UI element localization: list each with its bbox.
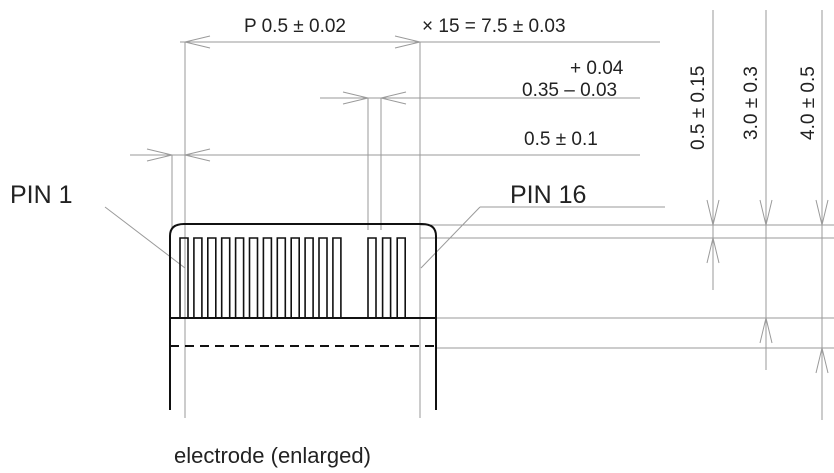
- pin-width-dimension: 0.35 – 0.03: [522, 80, 617, 101]
- pin: [248, 237, 259, 318]
- pin: [193, 237, 203, 318]
- pin: [318, 237, 328, 318]
- pin: [367, 237, 377, 318]
- pin16-leader: [420, 206, 481, 269]
- electrode-body: [169, 223, 437, 410]
- pin: [207, 237, 217, 318]
- pin1-label: PIN 1: [10, 181, 73, 209]
- pin1-leader: [104, 206, 186, 269]
- pin16-label: PIN 16: [510, 181, 586, 209]
- pin: [304, 237, 314, 318]
- pin-width-tolerance: + 0.04: [570, 58, 624, 79]
- pin: [396, 237, 406, 318]
- pin: [290, 237, 300, 318]
- pin-array: [179, 237, 406, 318]
- pin-length-dimension: 0.5 ± 0.15: [688, 66, 709, 150]
- body-height-dimension: 3.0 ± 0.3: [741, 66, 762, 140]
- pin: [220, 237, 231, 318]
- pin: [179, 237, 189, 318]
- pin: [234, 237, 245, 318]
- pitch-dimension: P 0.5 ± 0.02: [244, 16, 346, 37]
- end-margin-dimension: 0.5 ± 0.1: [524, 129, 598, 150]
- pin: [276, 237, 287, 318]
- caption: electrode (enlarged): [174, 443, 371, 468]
- pin: [262, 237, 273, 318]
- dimension-arrows: [146, 35, 829, 374]
- extension-lines: [130, 10, 834, 420]
- pin: [381, 237, 392, 318]
- span-dimension: × 15 = 7.5 ± 0.03: [422, 16, 566, 37]
- pin: [332, 237, 342, 318]
- total-height-dimension: 4.0 ± 0.5: [798, 66, 819, 140]
